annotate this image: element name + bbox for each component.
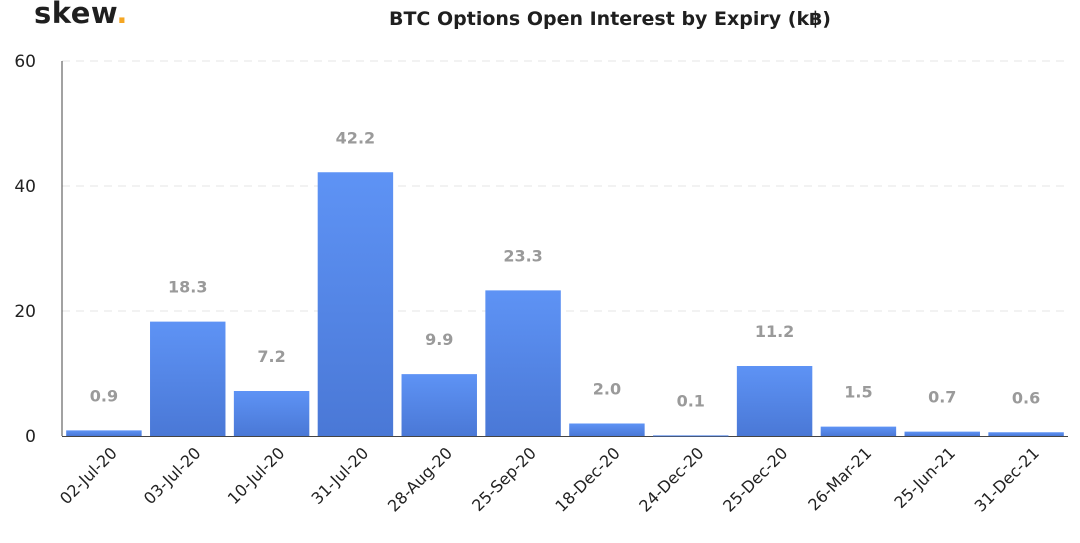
data-label: 7.2 <box>257 347 285 366</box>
data-label: 42.2 <box>336 128 375 147</box>
x-tick-label: 31-Dec-21 <box>971 443 1043 515</box>
x-tick-label: 02-Jul-20 <box>56 443 121 508</box>
bar[interactable] <box>66 430 142 436</box>
data-label: 0.7 <box>928 388 956 407</box>
x-tick-label: 25-Dec-20 <box>719 443 791 515</box>
data-label: 0.6 <box>1012 388 1040 407</box>
data-label: 0.9 <box>90 386 118 405</box>
data-label: 0.1 <box>677 391 705 410</box>
x-tick-label: 24-Dec-20 <box>635 443 707 515</box>
data-label: 11.2 <box>755 322 794 341</box>
data-label: 2.0 <box>593 380 621 399</box>
bars <box>66 172 1064 437</box>
bar[interactable] <box>317 172 394 436</box>
y-tick-label: 20 <box>14 302 36 322</box>
bar[interactable] <box>904 431 980 436</box>
chart-title: BTC Options Open Interest by Expiry (k฿) <box>388 8 831 30</box>
bar[interactable] <box>569 423 645 437</box>
data-label: 9.9 <box>425 330 453 349</box>
bar[interactable] <box>820 426 897 436</box>
x-tick-label: 31-Jul-20 <box>308 443 373 508</box>
bar[interactable] <box>233 391 310 436</box>
bar[interactable] <box>988 432 1064 436</box>
x-tick-label: 10-Jul-20 <box>224 443 289 508</box>
x-tick-label: 26-Mar-21 <box>804 443 875 514</box>
x-tick-label: 25-Sep-20 <box>468 443 540 515</box>
skew-logo: skew. <box>34 0 128 30</box>
data-label: 1.5 <box>844 383 872 402</box>
data-label: 23.3 <box>503 246 542 265</box>
x-tick-label: 28-Aug-20 <box>384 443 456 515</box>
gridlines <box>62 60 1068 312</box>
x-tick-label: 18-Dec-20 <box>551 443 623 515</box>
bar[interactable] <box>736 366 813 436</box>
bar[interactable] <box>485 290 561 436</box>
data-labels: 0.9 18.3 7.2 42.2 9.9 23.3 2.0 0.1 11.2 1.5 0.7 0.6 <box>90 128 1041 410</box>
bar[interactable] <box>150 321 226 436</box>
x-tick-label: 03-Jul-20 <box>140 443 205 508</box>
bar[interactable] <box>653 435 729 437</box>
data-label: 18.3 <box>168 278 207 297</box>
bar[interactable] <box>401 374 477 436</box>
x-tick-label: 25-Jun-21 <box>890 443 959 512</box>
y-tick-label: 0 <box>25 427 36 447</box>
y-tick-label: 40 <box>14 177 36 197</box>
y-tick-label: 60 <box>14 52 36 72</box>
